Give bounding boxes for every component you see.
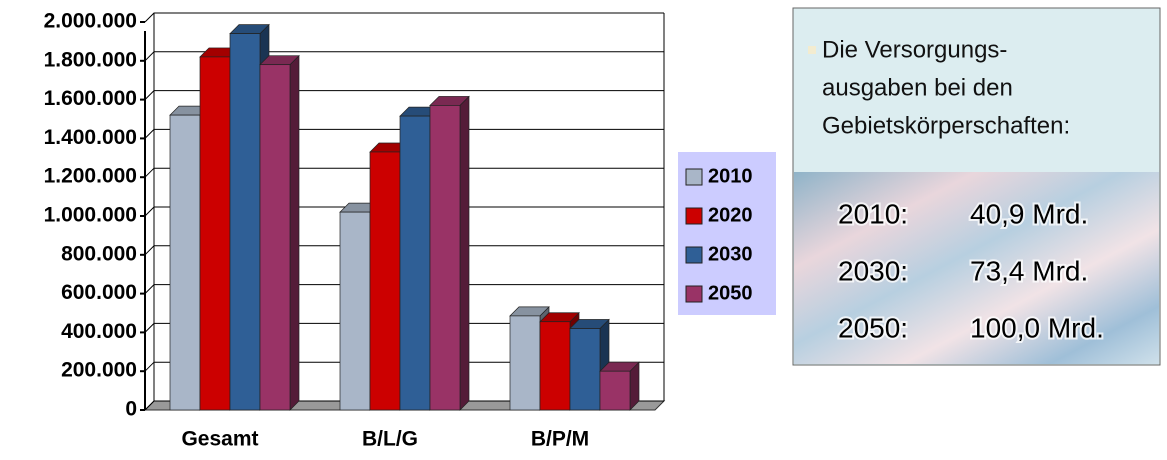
panel-text: Die Versorgungs- <box>822 36 1007 63</box>
legend-swatch <box>686 169 702 185</box>
x-tick-label: B/P/M <box>531 428 589 451</box>
y-tick-label: 800.000 <box>61 242 137 265</box>
x-tick-label: B/L/G <box>362 428 418 451</box>
panel-amount: 73,4 Mrd. <box>970 255 1088 286</box>
y-tick-label: 1.400.000 <box>44 126 137 149</box>
bar <box>170 115 200 410</box>
chart: 0 200.000 400.000 600.000 800.000 1.000.000 1.… <box>0 0 1167 455</box>
bar-side <box>460 96 469 410</box>
legend-swatch <box>686 286 702 302</box>
y-tick-label: 600.000 <box>61 281 137 304</box>
bar <box>600 371 630 410</box>
y-tick-label: 400.000 <box>61 320 137 343</box>
y-tick-label: 200.000 <box>61 359 137 382</box>
legend-swatch <box>686 208 702 224</box>
grid-line <box>145 13 664 22</box>
bar <box>540 322 570 410</box>
panel-text: ausgaben bei den <box>822 74 1013 101</box>
y-tick-label: 2.000.000 <box>44 10 137 33</box>
bar-side <box>290 56 299 410</box>
bar <box>200 57 230 410</box>
panel-amount: 40,9 Mrd. <box>970 198 1088 229</box>
panel-text: Gebietskörperschaften: <box>822 112 1070 139</box>
bar <box>400 116 430 410</box>
y-tick-label: 0 <box>125 398 137 421</box>
legend-label: 2030 <box>708 243 753 265</box>
bar <box>570 329 600 410</box>
legend-swatch <box>686 247 702 263</box>
panel-year: 2030: <box>838 255 908 286</box>
legend-label: 2010 <box>708 165 753 187</box>
bar <box>260 65 290 410</box>
bar <box>340 212 370 410</box>
bar <box>230 34 260 410</box>
bar <box>370 152 400 410</box>
x-tick-label: Gesamt <box>181 428 258 451</box>
bullet <box>808 46 816 54</box>
panel-amount: 100,0 Mrd. <box>970 312 1104 343</box>
panel-year: 2050: <box>838 312 908 343</box>
y-tick-label: 1.800.000 <box>44 48 137 71</box>
legend-label: 2020 <box>708 204 753 226</box>
bar <box>430 105 460 410</box>
y-tick-label: 1.000.000 <box>44 204 137 227</box>
legend-label: 2050 <box>708 282 753 304</box>
bar <box>510 316 540 410</box>
panel-year: 2010: <box>838 198 908 229</box>
y-tick-label: 1.200.000 <box>44 165 137 188</box>
y-tick-label: 1.600.000 <box>44 87 137 110</box>
